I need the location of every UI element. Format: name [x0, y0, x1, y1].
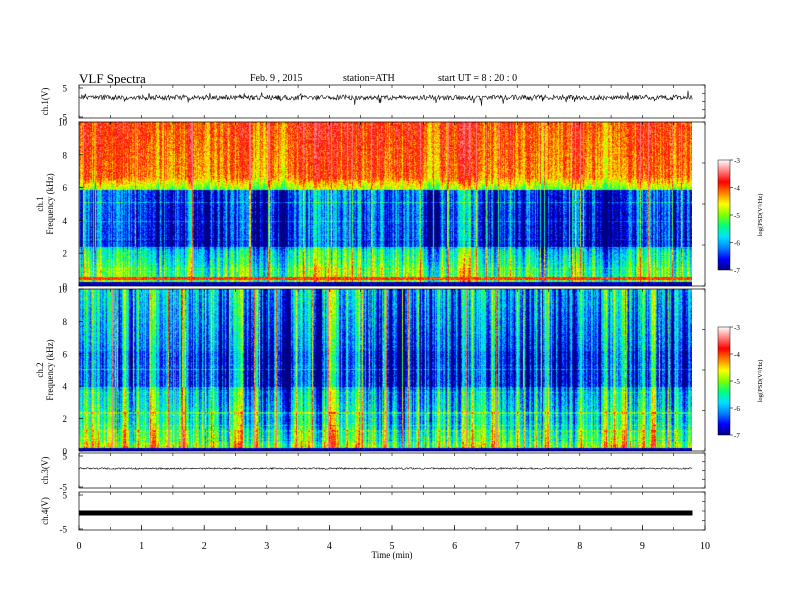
y-tick-label: 0 [63, 282, 68, 292]
x-tick-label: 7 [515, 541, 520, 552]
x-tick-label: 6 [452, 541, 457, 552]
x-tick-label: 8 [577, 541, 582, 552]
y-tick-label: 4 [63, 216, 68, 226]
colorbar-tick-label: -7 [734, 267, 740, 275]
x-tick-label: 3 [264, 541, 269, 552]
y-tick-label: 5 [63, 452, 68, 462]
colorbar-label: log(PSD(V²/Hz) [757, 194, 764, 237]
ch3-waveform-trace [78, 467, 693, 470]
panel-frame-4 [78, 452, 706, 489]
colorbar-tick-label: -5 [734, 212, 740, 220]
colorbar-tick-label: -3 [734, 157, 740, 165]
y-tick-label: 5 [63, 491, 68, 501]
start-time-label: start UT = 8 : 20 : 0 [438, 73, 518, 84]
colorbar-tick-label: -4 [734, 185, 740, 193]
colorbar-label: log(PSD(V²/Hz) [757, 360, 764, 403]
colorbar-tick-label: -3 [734, 324, 740, 332]
ch1-waveform-trace [78, 90, 693, 106]
colorbar-tick-label: -5 [734, 378, 740, 386]
y-tick-label: 2 [63, 414, 68, 424]
y-tick-label: 2 [63, 249, 68, 259]
y-tick-label: 10 [58, 285, 68, 295]
ch4-waveform-trace [79, 510, 693, 516]
y-tick-label: 5 [63, 84, 68, 94]
y-axis-label: Frequency (kHz) [45, 339, 55, 400]
ch1-spectrogram-image [79, 122, 692, 286]
colorbar-tick-label: -6 [734, 405, 740, 413]
x-tick-label: 9 [640, 541, 645, 552]
ch2-colorbar [717, 326, 731, 436]
x-axis-label: Time (min) [372, 550, 413, 560]
y-tick-label: 6 [63, 183, 68, 193]
y-tick-label: 8 [63, 317, 68, 327]
x-tick-label: 1 [139, 541, 144, 552]
colorbar-tick-label: -4 [734, 351, 740, 359]
y-axis-label: ch.1(V) [40, 88, 50, 116]
station-label: station=ATH [343, 73, 395, 84]
panel-frame-1 [78, 84, 706, 119]
ch2-spectrogram-image [79, 289, 692, 451]
x-tick-label: 2 [202, 541, 207, 552]
y-tick-label: 8 [63, 150, 68, 160]
y-tick-label: -5 [60, 113, 68, 123]
y-tick-label: 6 [63, 349, 68, 359]
colorbar-tick-label: -7 [734, 432, 740, 440]
y-axis-label: Frequency (kHz) [45, 173, 55, 234]
x-tick-label: 0 [77, 541, 82, 552]
y-tick-label: 0 [63, 447, 68, 457]
x-tick-label: 5 [390, 541, 395, 552]
y-tick-label: -5 [60, 525, 68, 535]
y-tick-label: 4 [63, 382, 68, 392]
x-tick-label: 10 [700, 541, 710, 552]
ch1-colorbar [717, 159, 731, 271]
x-tick-label: 4 [327, 541, 332, 552]
y-axis-label: ch.4(V) [40, 497, 50, 525]
colorbar-tick-label: -6 [734, 240, 740, 248]
chart-title: VLF Spectra [79, 71, 146, 86]
recording-date: Feb. 9 , 2015 [250, 73, 303, 84]
y-axis-label: ch.1 [35, 196, 45, 211]
y-tick-label: -5 [60, 483, 68, 493]
y-axis-label: ch.2 [35, 362, 45, 377]
y-axis-label: ch.3(V) [40, 457, 50, 485]
y-tick-label: 10 [58, 118, 68, 128]
